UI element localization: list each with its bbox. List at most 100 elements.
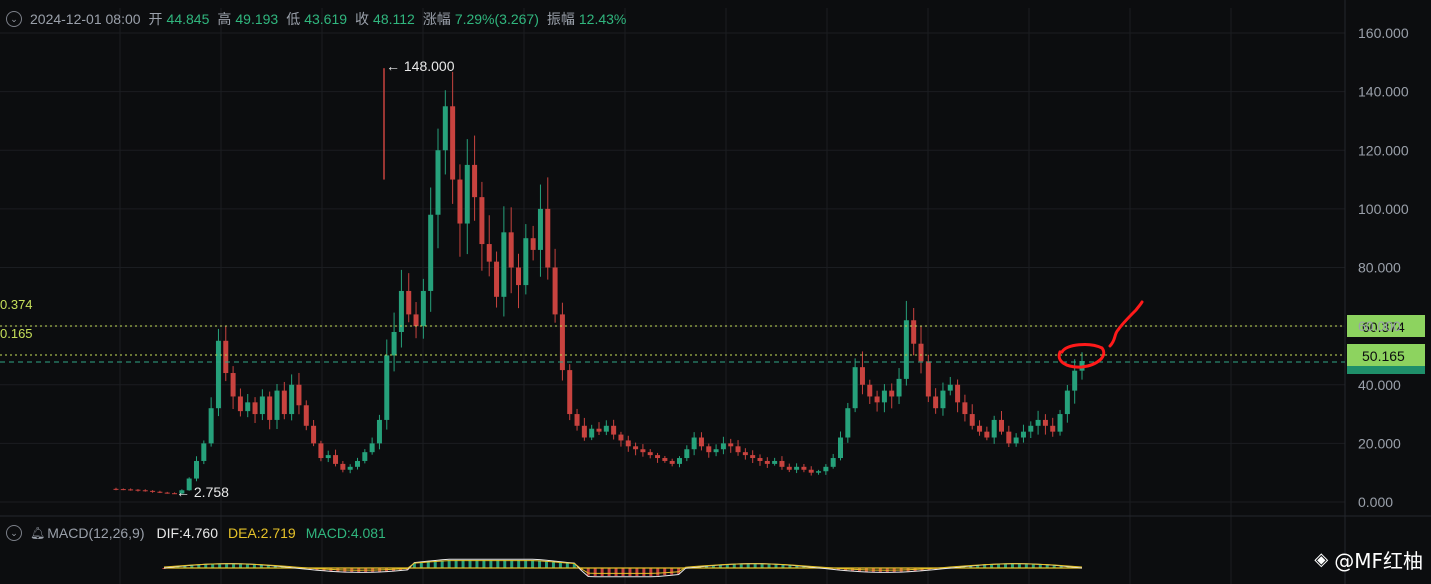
candle-body — [999, 419, 1004, 432]
candle-body — [398, 290, 404, 332]
macd-histogram-bar — [454, 560, 458, 568]
macd-histogram-bar — [725, 564, 729, 568]
candle-body — [369, 443, 375, 453]
candle-body — [706, 446, 712, 453]
macd-histogram-bar — [802, 566, 806, 568]
red-circle-annotation — [1057, 343, 1106, 369]
candle-body — [596, 428, 602, 432]
candle-body — [684, 449, 690, 459]
candle-body — [296, 384, 302, 406]
chevron-down-icon[interactable]: ⌄ — [6, 11, 22, 27]
candle-body — [420, 290, 426, 327]
macd-histogram-bar — [774, 564, 778, 568]
candle-body — [450, 106, 456, 180]
macd-dea-value: DEA:2.719 — [227, 525, 296, 541]
candle-body — [259, 396, 265, 415]
candle-body — [435, 150, 441, 215]
macd-dif-line — [163, 558, 1083, 578]
candle-body — [947, 384, 953, 391]
candle-body — [464, 164, 470, 224]
macd-histogram-bar — [600, 568, 604, 576]
open-value: 44.845 — [166, 11, 210, 27]
macd-histogram-bar — [670, 568, 674, 575]
candle-body — [347, 466, 353, 470]
candle-body — [903, 320, 909, 379]
candle-body — [786, 466, 792, 470]
macd-histogram-bar — [1052, 565, 1056, 568]
macd-histogram-bar — [607, 568, 611, 576]
candle-body — [603, 425, 609, 432]
low-label: 低 — [286, 11, 301, 27]
macd-histogram-bar — [308, 568, 312, 570]
price-level-tag[interactable] — [1347, 344, 1425, 366]
open-label: 开 — [148, 11, 163, 27]
y-axis-tick-label: 140.000 — [1358, 84, 1409, 100]
alert-bell-icon[interactable]: 🔔︎ — [30, 526, 46, 540]
macd-histogram-bar — [635, 568, 639, 576]
candle-body — [355, 460, 360, 467]
macd-histogram-bar — [1059, 566, 1063, 568]
macd-histogram-bar — [245, 564, 249, 568]
price-level-tag[interactable] — [1347, 315, 1425, 337]
candle-body — [135, 489, 141, 491]
candle-body — [852, 367, 858, 409]
candle-body — [662, 458, 668, 461]
chevron-down-icon[interactable]: ⌄ — [6, 525, 22, 541]
candle-body — [713, 449, 719, 453]
macd-histogram-bar — [642, 568, 646, 576]
macd-histogram-bar — [614, 568, 618, 576]
candle-body — [874, 396, 880, 403]
y-axis-tick-label: 160.000 — [1358, 25, 1409, 41]
candle-body — [918, 343, 924, 362]
macd-histogram-bar — [962, 566, 966, 568]
ohlc-info-bar: ⌄ 2024-12-01 08:00 开 44.845 高 49.193 低 4… — [6, 10, 634, 28]
macd-histogram-bar — [711, 565, 715, 568]
candle-body — [413, 314, 419, 327]
candle-body — [318, 443, 324, 459]
macd-indicator-name[interactable]: MACD(12,26,9) — [47, 525, 145, 541]
candle-body — [120, 489, 126, 491]
macd-histogram-bar — [753, 564, 757, 568]
candle-body — [442, 106, 448, 151]
candle-body — [194, 460, 199, 479]
hand-drawn-annotation — [1057, 300, 1144, 369]
candle-body — [772, 460, 778, 464]
macd-histogram-bar — [545, 560, 548, 568]
candle-body — [669, 460, 675, 464]
amplitude-label: 振幅 — [546, 11, 575, 27]
candle-body — [977, 425, 983, 432]
macd-histogram-bar — [1010, 564, 1014, 568]
macd-histogram-bar — [239, 564, 242, 568]
candle-body — [801, 466, 807, 470]
y-axis-tick-label: 120.000 — [1358, 142, 1409, 158]
macd-histogram-bar — [781, 564, 785, 568]
candle-body — [325, 455, 331, 459]
price-levels: 60.374 0.374 50.165 0.165 — [0, 297, 1425, 374]
candle-body — [545, 208, 551, 268]
macd-histogram-bar — [704, 566, 708, 568]
macd-histogram-bar — [656, 568, 660, 576]
candle-body — [618, 434, 624, 441]
macd-histogram-bar — [976, 565, 980, 568]
candle-body — [933, 396, 939, 409]
candle-body — [940, 390, 946, 409]
macd-histogram-bar — [419, 562, 423, 568]
candle-body — [142, 490, 148, 492]
high-label: 高 — [217, 11, 232, 27]
candle-body — [1050, 425, 1056, 432]
macd-histogram-bar — [531, 560, 535, 568]
candle-body — [728, 443, 734, 447]
macd-histogram-bar — [983, 565, 987, 568]
candle-body — [845, 408, 851, 438]
candle-body — [537, 208, 543, 250]
candle-body — [589, 428, 595, 438]
macd-histogram-bar — [551, 561, 555, 568]
candle-body — [172, 493, 178, 495]
candle-body — [428, 214, 434, 291]
candle-body — [1006, 431, 1012, 444]
candle-body — [215, 340, 221, 409]
price-level-left-label: 0.374 — [0, 297, 33, 312]
candle-body — [779, 460, 785, 467]
candle-body — [523, 238, 529, 286]
